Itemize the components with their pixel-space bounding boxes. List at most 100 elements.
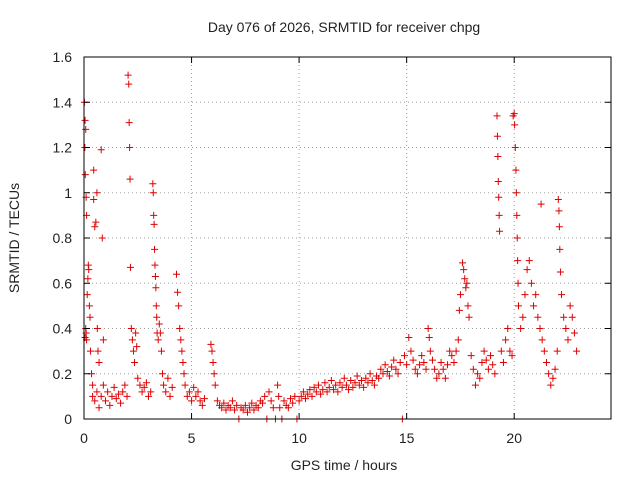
data-point	[151, 261, 159, 269]
data-point	[558, 291, 566, 299]
data-point	[152, 284, 160, 292]
data-point	[190, 383, 198, 391]
y-tick-label: 0.8	[53, 230, 73, 246]
data-point	[176, 325, 184, 332]
data-point	[511, 121, 519, 129]
data-point	[464, 302, 472, 310]
data-point	[424, 325, 432, 332]
data-point	[375, 374, 383, 382]
data-point	[431, 365, 439, 373]
data-point	[403, 361, 411, 369]
data-point	[420, 358, 428, 366]
data-point	[444, 361, 452, 369]
x-axis-title: GPS time / hours	[291, 457, 398, 473]
data-point	[405, 334, 413, 342]
data-point	[497, 347, 505, 355]
data-point	[91, 223, 99, 231]
data-point	[250, 406, 258, 414]
data-point	[207, 340, 215, 348]
data-point	[330, 386, 338, 394]
data-point	[95, 358, 103, 366]
data-point	[310, 383, 318, 391]
x-tick-label: 15	[399, 430, 415, 446]
data-point	[117, 399, 125, 407]
data-point	[517, 325, 525, 332]
data-point	[450, 358, 458, 366]
data-point	[494, 177, 502, 185]
data-point	[261, 392, 269, 400]
data-point	[360, 383, 368, 391]
data-point	[269, 404, 277, 412]
data-point	[556, 268, 564, 276]
data-point	[455, 306, 463, 314]
data-point	[226, 404, 234, 412]
data-point	[153, 313, 161, 321]
data-point	[93, 189, 101, 197]
data-point	[150, 211, 158, 219]
data-point	[157, 347, 165, 355]
data-point	[166, 392, 174, 400]
data-point	[83, 291, 91, 299]
data-point	[155, 320, 163, 328]
data-point	[98, 234, 106, 242]
data-point	[345, 386, 353, 394]
data-point	[446, 347, 454, 355]
data-point	[125, 80, 133, 88]
data-point	[275, 392, 283, 400]
data-point	[532, 291, 540, 299]
data-point	[385, 372, 393, 380]
data-point	[152, 302, 160, 310]
data-point	[106, 401, 114, 409]
data-point	[469, 365, 477, 373]
data-point	[174, 288, 182, 296]
x-tick-label: 5	[188, 430, 196, 446]
data-point	[566, 302, 574, 310]
plot-frame	[83, 56, 612, 420]
chart-title: Day 076 of 2026, SRMTID for receiver chp…	[208, 19, 480, 35]
data-point	[254, 404, 262, 412]
data-point	[401, 352, 409, 360]
data-point	[366, 370, 374, 378]
data-point	[246, 404, 254, 412]
data-point	[89, 392, 97, 400]
data-point	[208, 347, 216, 355]
data-point	[138, 388, 146, 396]
data-point	[494, 153, 502, 161]
data-point	[149, 180, 157, 188]
data-point	[342, 381, 350, 389]
data-point	[540, 347, 548, 355]
data-point	[327, 377, 335, 385]
data-point	[368, 377, 376, 385]
data-point	[317, 390, 325, 398]
x-tick-label: 10	[291, 430, 307, 446]
data-point	[334, 388, 342, 396]
data-point	[435, 370, 443, 378]
data-point	[437, 358, 445, 366]
data-point	[491, 370, 499, 378]
x-tick-label: 20	[506, 430, 522, 446]
data-point	[392, 365, 400, 373]
data-point	[183, 392, 191, 400]
data-point	[568, 313, 576, 321]
data-point	[476, 374, 484, 382]
data-point	[562, 325, 570, 332]
data-point	[493, 112, 501, 120]
data-point	[265, 388, 273, 396]
data-point	[125, 119, 133, 127]
data-point	[553, 347, 561, 355]
data-point	[95, 404, 103, 412]
data-point	[85, 302, 93, 310]
data-point	[409, 356, 417, 364]
data-point	[547, 381, 555, 389]
data-point	[304, 390, 312, 398]
data-point	[302, 395, 310, 403]
data-point	[551, 365, 559, 373]
data-point	[411, 365, 419, 373]
data-point	[134, 374, 142, 382]
data-point	[110, 383, 118, 391]
data-point	[545, 370, 553, 378]
data-point	[267, 397, 275, 405]
data-point	[388, 363, 396, 371]
data-point	[573, 347, 581, 355]
data-point	[510, 110, 518, 118]
